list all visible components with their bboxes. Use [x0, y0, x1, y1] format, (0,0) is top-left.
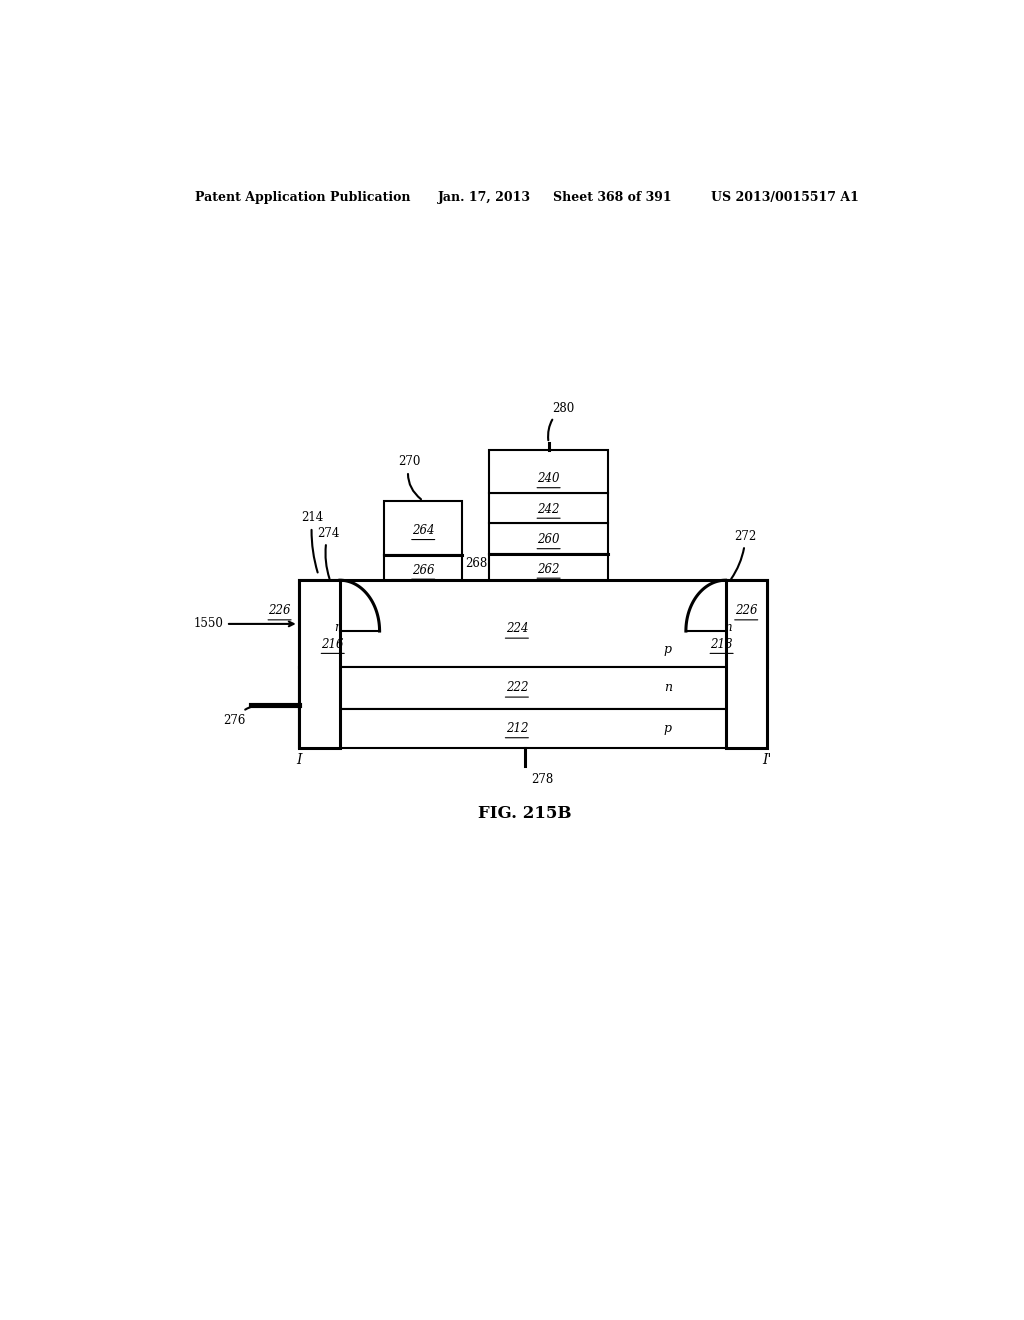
Text: US 2013/0015517 A1: US 2013/0015517 A1 [712, 190, 859, 203]
Text: 278: 278 [531, 774, 553, 787]
Text: 222: 222 [506, 681, 528, 694]
Bar [726, 581, 767, 748]
Text: p: p [664, 722, 672, 735]
Text: 226: 226 [735, 605, 758, 618]
Bar [489, 492, 608, 523]
Bar [489, 450, 608, 492]
Text: 214: 214 [301, 511, 324, 573]
Text: Patent Application Publication: Patent Application Publication [196, 190, 411, 203]
Text: 262: 262 [538, 562, 560, 576]
Text: 276: 276 [223, 705, 264, 727]
Text: 224: 224 [506, 623, 528, 635]
Text: 212: 212 [506, 722, 528, 735]
Text: 226: 226 [268, 605, 291, 618]
Text: 280: 280 [548, 401, 574, 441]
Text: 216: 216 [322, 638, 344, 651]
Text: p: p [664, 643, 672, 656]
Bar [299, 667, 767, 709]
Text: 240: 240 [538, 473, 560, 484]
Text: n: n [724, 622, 732, 635]
Text: 274: 274 [316, 527, 339, 578]
Bar [384, 500, 462, 554]
Text: 242: 242 [538, 503, 560, 516]
Text: Jan. 17, 2013: Jan. 17, 2013 [437, 190, 530, 203]
Text: FIG. 215B: FIG. 215B [478, 805, 571, 822]
Text: n: n [664, 681, 672, 694]
Bar [299, 581, 767, 667]
Text: 218: 218 [711, 638, 733, 651]
Text: I: I [296, 754, 301, 767]
Text: 272: 272 [731, 529, 757, 579]
Bar [489, 523, 608, 554]
Text: n: n [335, 622, 342, 635]
Bar [299, 709, 767, 748]
Text: 270: 270 [398, 455, 421, 499]
Text: Sheet 368 of 391: Sheet 368 of 391 [553, 190, 671, 203]
Text: 264: 264 [412, 524, 434, 537]
Text: I': I' [762, 754, 771, 767]
Bar [489, 554, 608, 581]
Text: 1550: 1550 [194, 618, 294, 631]
Bar [299, 581, 340, 748]
Text: 260: 260 [538, 533, 560, 546]
Text: 266: 266 [412, 564, 434, 577]
Bar [384, 554, 462, 581]
Text: 268: 268 [465, 557, 487, 570]
